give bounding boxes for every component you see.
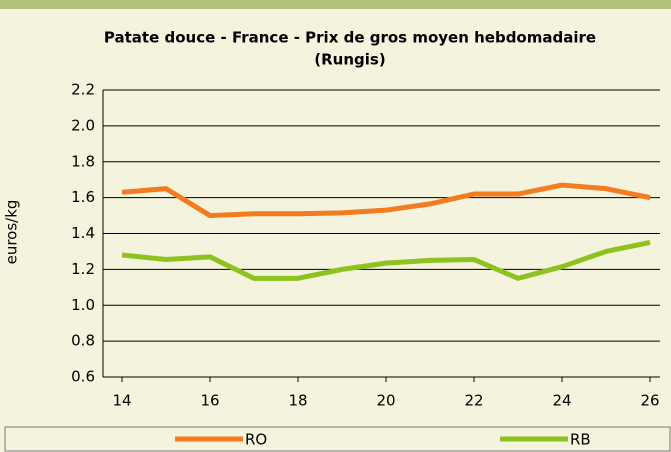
x-tick-label: 20 <box>376 392 395 410</box>
y-tick-label: 2.0 <box>71 116 95 134</box>
series-line <box>121 182 651 219</box>
y-tick-label: 1.0 <box>71 296 95 314</box>
legend-label: RO <box>245 431 267 449</box>
legend-label: RB <box>570 431 591 449</box>
x-tick-label: 14 <box>112 392 131 410</box>
series-line <box>121 240 651 281</box>
x-tick-label: 22 <box>464 392 483 410</box>
y-tick-label: 1.8 <box>71 152 95 170</box>
y-tick-label: 1.2 <box>71 260 95 278</box>
top-band <box>0 0 671 9</box>
chart-subtitle: (Rungis) <box>314 51 385 69</box>
y-tick-label: 1.6 <box>71 188 95 206</box>
chart-title: Patate douce - France - Prix de gros moy… <box>104 29 596 47</box>
x-tick-label: 26 <box>640 392 659 410</box>
y-tick-label: 1.4 <box>71 224 95 242</box>
legend-box <box>4 426 671 452</box>
x-tick-label: 16 <box>200 392 219 410</box>
y-tick-label: 2.2 <box>71 81 95 99</box>
y-tick-label: 0.8 <box>71 332 95 350</box>
x-tick-label: 24 <box>552 392 571 410</box>
y-axis-label: euros/kg <box>3 200 21 265</box>
y-tick-label: 0.6 <box>71 368 95 386</box>
x-tick-label: 18 <box>288 392 307 410</box>
